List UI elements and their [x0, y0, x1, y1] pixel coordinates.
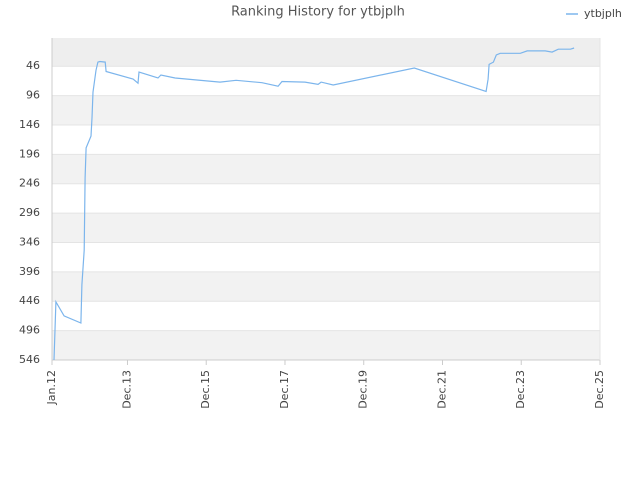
grid-band [52, 154, 600, 184]
grid-band [52, 213, 600, 243]
x-tick-label: Dec.13 [120, 370, 133, 409]
grid-band [52, 38, 600, 67]
chart-title: Ranking History for ytbjplh [231, 5, 405, 20]
y-tick-label: 446 [19, 294, 40, 307]
y-tick-label: 346 [19, 235, 40, 248]
x-tick-label: Dec.25 [593, 370, 606, 409]
x-tick-label: Dec.23 [514, 370, 527, 409]
grid-band [52, 271, 600, 302]
y-tick-label: 496 [19, 324, 40, 337]
y-tick-label: 246 [19, 177, 40, 190]
grid-band [52, 330, 600, 360]
series-line [53, 47, 575, 361]
y-tick-label: 196 [19, 147, 40, 160]
y-tick-label: 146 [19, 118, 40, 131]
y-tick-label: 546 [19, 353, 40, 366]
x-tick-label: Dec.17 [278, 370, 291, 409]
y-tick-label: 96 [26, 89, 40, 102]
x-tick-label: Dec.19 [357, 370, 370, 409]
legend-label: ytbjplh [584, 7, 622, 20]
grid-band [52, 95, 600, 125]
x-tick-label: Jan.12 [45, 370, 58, 405]
x-tick-label: Dec.21 [435, 370, 448, 409]
y-tick-label: 46 [26, 59, 40, 72]
y-tick-label: 296 [19, 206, 40, 219]
y-tick-label: 396 [19, 265, 40, 278]
x-tick-label: Dec.15 [199, 370, 212, 409]
